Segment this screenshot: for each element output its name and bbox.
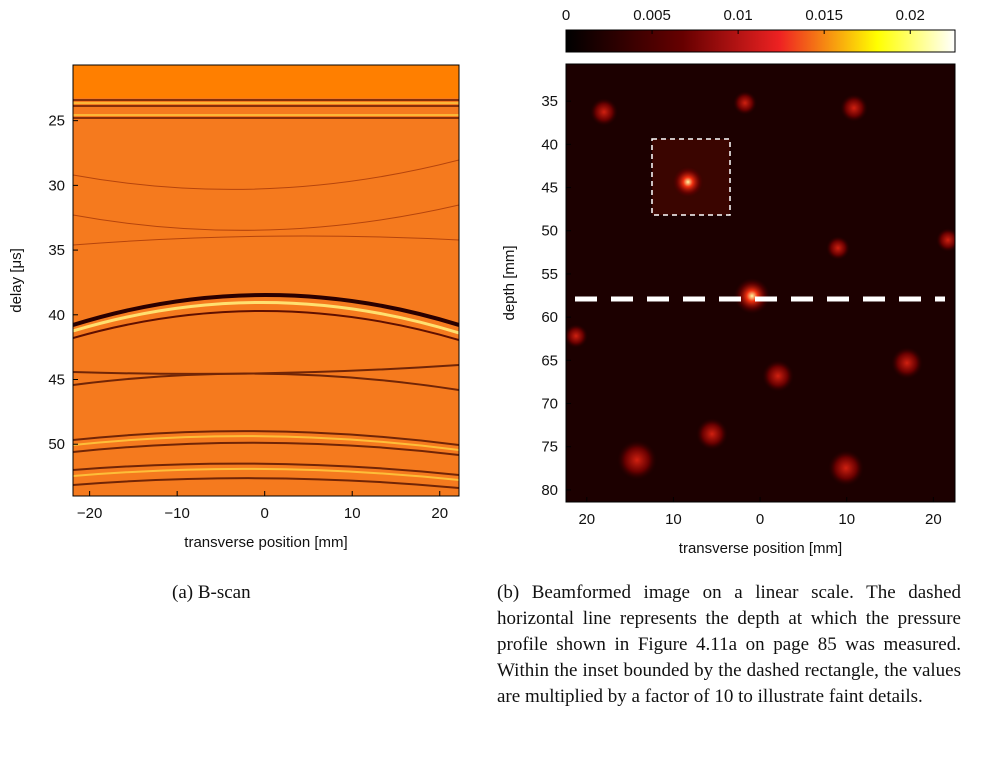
x-tick-label: 0 [261, 505, 269, 522]
x-tick-label: −20 [77, 505, 102, 522]
x-axis-label: transverse position [mm] [679, 540, 842, 557]
x-tick-label: 20 [925, 511, 942, 528]
x-axis-label: transverse position [mm] [184, 534, 347, 551]
caption: (a) B-scan [172, 582, 251, 603]
y-tick-label: 55 [541, 266, 558, 283]
y-tick-label: 30 [48, 177, 65, 194]
y-tick-label: 35 [48, 242, 65, 259]
y-tick-label: 50 [541, 223, 558, 240]
colorbar-tick-label: 0.01 [724, 7, 753, 24]
y-tick-label: 45 [48, 372, 65, 389]
axes-frame [72, 64, 460, 497]
y-tick-label: 25 [48, 113, 65, 130]
caption: (b) Beamformed image on a linear scale. … [497, 582, 961, 707]
y-tick-label: 70 [541, 396, 558, 413]
x-tick-label: 0 [756, 511, 764, 528]
y-tick-label: 65 [541, 352, 558, 369]
colorbar-tick-label: 0 [562, 7, 570, 24]
x-tick-label: 10 [838, 511, 855, 528]
beamformed-image [566, 64, 955, 502]
x-tick-label: −10 [164, 505, 189, 522]
colorbar [565, 29, 956, 53]
y-tick-label: 75 [541, 439, 558, 456]
x-tick-label: 20 [578, 511, 595, 528]
y-axis-label: delay [μs] [8, 248, 25, 313]
figure: −20 −10 0 10 20 25 30 35 40 45 50 transverse positi… [8, 7, 956, 557]
x-tick-label: 10 [665, 511, 682, 528]
x-tick-label: 10 [344, 505, 361, 522]
y-tick-label: 50 [48, 436, 65, 453]
colorbar-tick-label: 0.02 [896, 7, 925, 24]
y-tick-label: 40 [48, 307, 65, 324]
y-tick-label: 80 [541, 482, 558, 499]
y-tick-label: 45 [541, 180, 558, 197]
colorbar-tick-label: 0.015 [805, 7, 843, 24]
y-tick-label: 35 [541, 93, 558, 110]
colorbar-tick-label: 0.005 [633, 7, 671, 24]
y-axis-label: depth [mm] [501, 245, 518, 320]
y-tick-label: 40 [541, 136, 558, 153]
y-tick-label: 60 [541, 309, 558, 326]
bscan-image [73, 65, 459, 496]
x-tick-label: 20 [431, 505, 448, 522]
